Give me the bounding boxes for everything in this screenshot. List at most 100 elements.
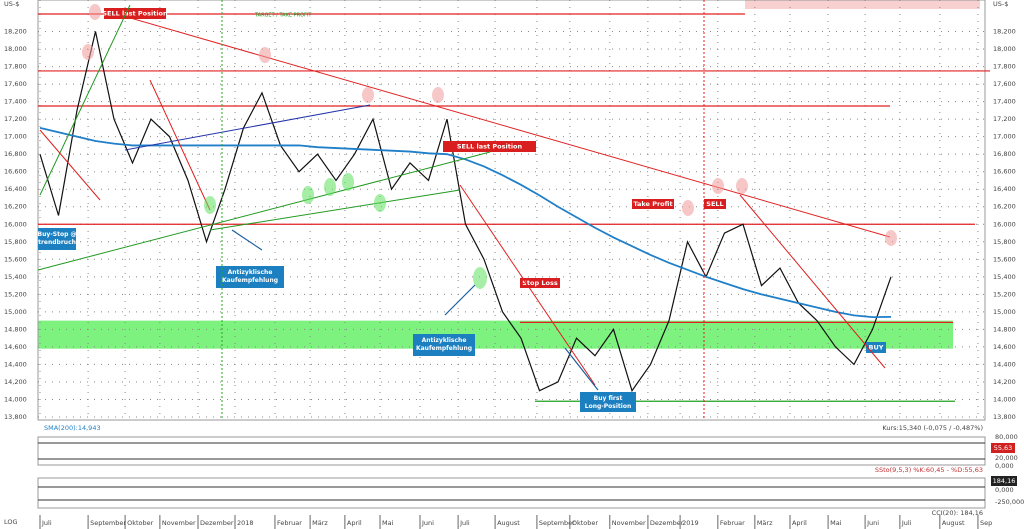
annotation-box — [580, 392, 636, 412]
x-tick-label: März — [757, 519, 773, 527]
y-tick-label: 18,000 — [993, 45, 1016, 53]
y-tick-label: 14,800 — [993, 325, 1016, 333]
buy-circle — [324, 178, 336, 196]
annotation-line: Antizyklische — [228, 269, 273, 276]
sell-circle — [259, 47, 271, 63]
trend-line — [209, 189, 461, 231]
x-tick-label: 2019 — [682, 519, 699, 527]
annotation-line: Antizyklische — [422, 337, 467, 344]
y-tick-label: 14,800 — [4, 325, 27, 333]
y-tick-label: 15,400 — [993, 273, 1016, 281]
x-tick-label: Mai — [830, 519, 842, 527]
stoch-tick: 20,000 — [995, 454, 1018, 462]
buy-circle — [204, 196, 216, 214]
x-tick-label: August — [497, 519, 520, 527]
price-line — [39, 31, 892, 393]
sell-circle — [736, 178, 748, 194]
y-tick-label: 16,800 — [4, 150, 27, 158]
x-tick-label: Juni — [866, 519, 879, 527]
x-tick-label: Oktober — [572, 519, 599, 527]
y-tick-label: 17,800 — [4, 63, 27, 71]
y-tick-label: 15,400 — [4, 273, 27, 281]
cci-panel — [37, 477, 986, 509]
x-tick-label: September — [539, 519, 575, 527]
y-tick-label: 14,200 — [4, 378, 27, 386]
trend-line — [149, 79, 211, 211]
annotation: Stop Loss — [522, 279, 558, 287]
y-tick-label: 14,000 — [4, 395, 27, 403]
annotation: Antizyklische Kaufempfehlung — [416, 337, 472, 352]
x-tick-label: Juli — [901, 519, 912, 527]
annotation: Buy first Long-Position — [585, 395, 631, 410]
x-tick-label: Juni — [421, 519, 434, 527]
plot: 13,800 13,800 14,000 14,000 14,200 14,200 14,4… — [4, 0, 1016, 529]
annotation-box — [443, 141, 536, 152]
y-tick-label: 14,600 — [993, 343, 1016, 351]
annotation-box — [104, 8, 166, 19]
y-tick-label: 14,200 — [993, 378, 1016, 386]
y-tick-label: 16,400 — [4, 185, 27, 193]
x-tick-label: November — [162, 519, 196, 527]
y-tick-label: 14,400 — [993, 360, 1016, 368]
y-tick-label: 17,800 — [993, 63, 1016, 71]
cci-current-box — [991, 476, 1017, 486]
sell-circle — [432, 87, 444, 103]
y-tick-label: 15,600 — [993, 255, 1016, 263]
annotation-box — [632, 199, 674, 209]
annotation: Antizyklische Kaufempfehlung — [222, 269, 278, 284]
sell-circle — [82, 44, 94, 60]
trend-line — [39, 129, 101, 201]
stoch-label: SSto(9,5,3) %K:60,45 - %D:55,63 — [875, 466, 983, 474]
annotation: BUY — [869, 344, 884, 352]
annotation-line: Buy first — [594, 395, 623, 402]
annotation-box — [866, 342, 886, 353]
y-tick-label: 13,800 — [993, 413, 1016, 421]
x-tick-label: Dezember — [650, 519, 684, 527]
stoch-current: 55,63 — [994, 444, 1013, 452]
x-tick-label: September — [90, 519, 126, 527]
trend-line — [37, 151, 491, 271]
buy-circle — [473, 267, 487, 289]
annotation-line: Long-Position — [585, 403, 631, 410]
y-tick-label: 14,400 — [4, 360, 27, 368]
sma-info: SMA(200):14,943 — [44, 424, 101, 432]
stoch-tick: 80,000 — [995, 433, 1018, 441]
x-tick-label: April — [347, 519, 362, 527]
annotation-line: Kaufempfehlung — [222, 277, 278, 284]
scale-label: LOG — [4, 518, 18, 526]
annotation: SELL — [706, 200, 723, 208]
annotation: SELL last Position — [457, 143, 523, 151]
y-tick-label: 17,200 — [4, 115, 27, 123]
arrow — [444, 284, 476, 316]
y-tick-label: 15,800 — [993, 238, 1016, 246]
y-tick-label: 15,800 — [4, 238, 27, 246]
annotation-box — [38, 228, 76, 250]
y-tick-label: 16,800 — [993, 150, 1016, 158]
x-tick-label: Juli — [459, 519, 470, 527]
y-tick-label: 15,600 — [4, 255, 27, 263]
x-tick-label: Februar — [277, 519, 302, 527]
cci-current: 184,16 — [993, 477, 1016, 485]
x-tick-label: April — [792, 519, 807, 527]
y-tick-label: 16,600 — [4, 168, 27, 176]
sell-circle — [362, 87, 374, 103]
y-tick-label: 16,600 — [993, 168, 1016, 176]
trend-lines — [37, 0, 891, 420]
trend-line — [739, 194, 886, 369]
y-tick-label: 17,400 — [4, 98, 27, 106]
annotation-line: trendbruch — [38, 239, 76, 246]
sell-circle — [712, 178, 724, 194]
annotation: Take Profit — [633, 200, 672, 208]
signal-circles — [82, 4, 897, 289]
y-tick-label: 16,000 — [4, 220, 27, 228]
arrow — [564, 347, 599, 391]
annotation-box — [520, 278, 560, 288]
support-band — [38, 320, 953, 349]
trend-line — [39, 4, 131, 196]
y-tick-label: 15,200 — [993, 290, 1016, 298]
annotation: Buy-Stop @ trendbruch — [38, 231, 77, 246]
buy-circle — [342, 173, 354, 191]
price-info: Kurs:15,340 (-0,075 / -0,487%) — [882, 424, 983, 432]
y-tick-label: 16,000 — [993, 220, 1016, 228]
